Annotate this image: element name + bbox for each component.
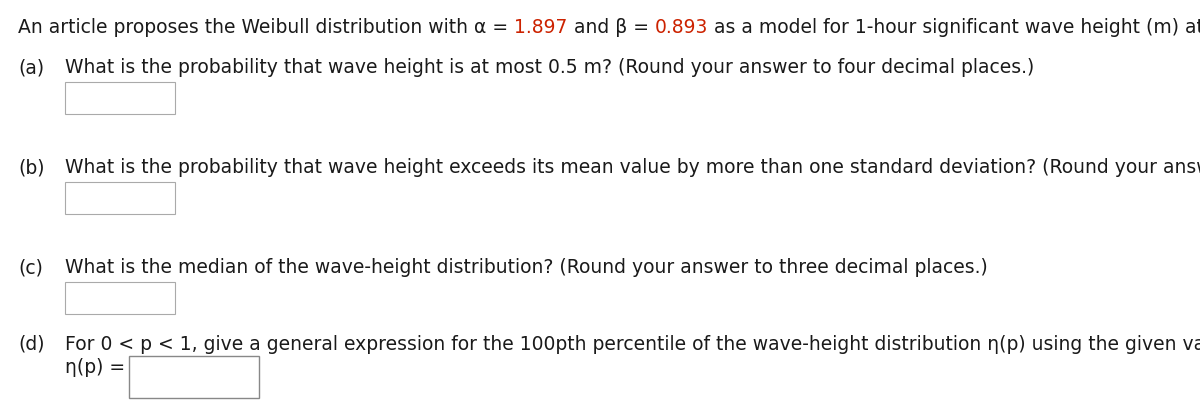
Text: What is the median of the wave-height distribution? (Round your answer to three : What is the median of the wave-height di… — [65, 258, 988, 277]
Text: (d): (d) — [18, 335, 44, 354]
Text: 1.897: 1.897 — [514, 18, 568, 37]
Bar — [65, 282, 175, 314]
Text: What is the probability that wave height exceeds its mean value by more than one: What is the probability that wave height… — [65, 158, 1200, 177]
Text: as a model for 1-hour significant wave height (m) at a certain site.: as a model for 1-hour significant wave h… — [708, 18, 1200, 37]
Text: 0.893: 0.893 — [654, 18, 708, 37]
Text: What is the probability that wave height is at most 0.5 m? (Round your answer to: What is the probability that wave height… — [65, 58, 1034, 77]
Text: η(p) =: η(p) = — [65, 358, 125, 377]
Text: An article proposes the Weibull distribution with α =: An article proposes the Weibull distribu… — [18, 18, 514, 37]
Text: (b): (b) — [18, 158, 44, 177]
Text: (c): (c) — [18, 258, 43, 277]
Bar — [65, 82, 175, 114]
Text: For 0 < p < 1, give a general expression for the 100pth percentile of the wave-h: For 0 < p < 1, give a general expression… — [65, 335, 1200, 354]
Bar — [65, 182, 175, 214]
Text: (a): (a) — [18, 58, 44, 77]
Bar — [130, 356, 259, 398]
Text: and β =: and β = — [568, 18, 654, 37]
